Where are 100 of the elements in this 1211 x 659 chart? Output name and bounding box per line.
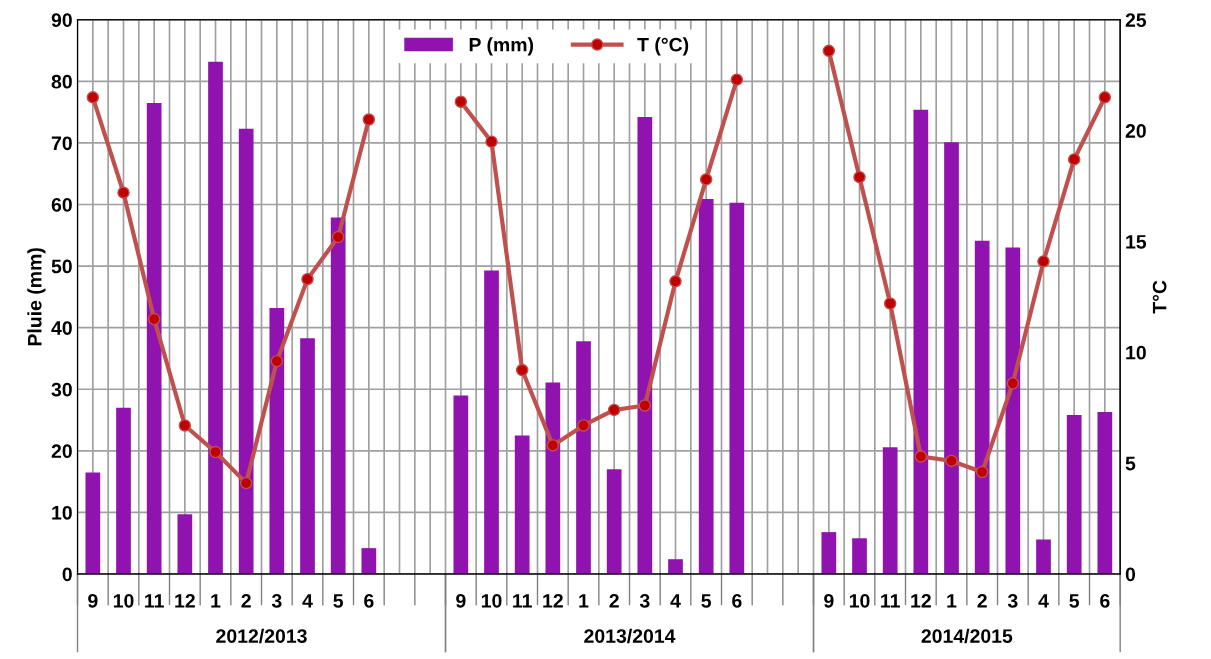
point	[331, 230, 345, 244]
x-tick-label: 2	[977, 593, 987, 608]
bar	[85, 472, 101, 574]
x-tick-label: 3	[639, 593, 650, 608]
bar	[821, 532, 837, 574]
bar	[238, 128, 254, 574]
legend-label: T (°C)	[637, 37, 689, 56]
bar	[1066, 415, 1082, 574]
bar	[1005, 247, 1021, 574]
bar	[453, 395, 469, 574]
y2-tick-label: 10	[1126, 345, 1146, 360]
point	[945, 454, 958, 468]
y2-tick-label: 25	[1125, 13, 1147, 28]
bar	[1036, 539, 1051, 574]
bar	[882, 447, 898, 574]
x-tick-label: 12	[543, 593, 563, 608]
point	[1067, 153, 1081, 166]
bar	[116, 407, 131, 574]
point	[86, 91, 100, 104]
point	[270, 354, 284, 368]
x-tick-label: 6	[1100, 593, 1110, 608]
x-tick-label: 9	[88, 593, 98, 608]
y2-axis-title: T°C	[1152, 280, 1167, 314]
y-tick-label: 40	[51, 321, 72, 335]
point	[853, 170, 866, 184]
bar	[913, 109, 929, 574]
x-tick-label: 6	[364, 593, 374, 608]
bar	[974, 240, 990, 574]
bar	[269, 307, 285, 574]
bar	[330, 217, 346, 574]
point	[454, 95, 468, 109]
x-tick-label: 11	[513, 594, 532, 608]
y2-tick-label: 5	[1125, 456, 1136, 471]
point	[362, 113, 376, 126]
y-tick-label: 50	[51, 259, 72, 274]
x-tick-label: 4	[302, 594, 313, 608]
bar	[208, 61, 223, 574]
bar	[545, 382, 561, 574]
x-tick-label: 1	[211, 594, 221, 608]
x-tick-label: 5	[333, 594, 344, 608]
legend-label: P (mm)	[469, 37, 534, 56]
x-tick-label: 4	[1038, 594, 1049, 608]
x-tick-label: 2	[609, 593, 619, 608]
bar	[177, 514, 193, 574]
point	[301, 272, 314, 286]
y-tick-label: 10	[52, 505, 72, 520]
x-tick-label: 5	[1069, 594, 1080, 608]
point	[577, 419, 590, 432]
point	[1098, 91, 1112, 104]
x-tick-label: 10	[849, 593, 870, 608]
y-tick-label: 90	[51, 13, 72, 28]
bar	[606, 469, 622, 574]
x-tick-label: 5	[701, 594, 712, 608]
y-tick-label: 70	[51, 136, 72, 151]
point	[914, 450, 928, 463]
x-tick-label: 10	[113, 593, 134, 608]
text: 2014/2015	[921, 628, 1013, 644]
point	[1037, 255, 1050, 268]
point	[699, 173, 713, 186]
x-tick-label: 11	[145, 594, 164, 608]
x-tick-label: 10	[481, 593, 502, 608]
x-tick-label: 4	[670, 594, 681, 608]
x-tick-label: 3	[1007, 593, 1018, 608]
point	[1006, 377, 1020, 390]
bar	[300, 338, 315, 574]
x-tick-label: 2	[241, 593, 251, 608]
x-tick-label: 9	[456, 593, 466, 608]
y2-tick-label: 20	[1125, 124, 1146, 138]
x-tick-label: 12	[911, 593, 931, 608]
point	[117, 186, 130, 199]
x-tick-label: 1	[579, 594, 589, 608]
x-tick-label: 6	[732, 593, 742, 608]
bar	[637, 117, 653, 574]
x-tick-label: 11	[881, 594, 900, 608]
bar	[576, 341, 591, 574]
point	[607, 403, 621, 417]
bar	[1097, 412, 1113, 574]
y2-tick-label: 0	[1125, 567, 1136, 582]
y2-tick-label: 15	[1126, 235, 1147, 249]
point	[209, 445, 222, 459]
bar	[514, 435, 530, 574]
x-tick-label: 9	[824, 593, 834, 608]
bar	[852, 538, 867, 574]
y-tick-label: 20	[51, 444, 72, 459]
y-tick-label: 0	[62, 567, 72, 582]
point	[515, 363, 529, 377]
point	[178, 419, 192, 432]
y-tick-label: 30	[51, 382, 72, 397]
bar	[729, 202, 745, 574]
point	[883, 297, 897, 310]
point	[546, 439, 560, 452]
bar	[361, 548, 377, 574]
point	[975, 465, 989, 479]
bar	[484, 270, 499, 574]
point	[822, 44, 836, 58]
point	[730, 73, 744, 86]
bar	[668, 559, 683, 574]
y-tick-label: 60	[51, 197, 72, 212]
bar	[146, 102, 162, 574]
text: 2012/2013	[216, 628, 307, 644]
